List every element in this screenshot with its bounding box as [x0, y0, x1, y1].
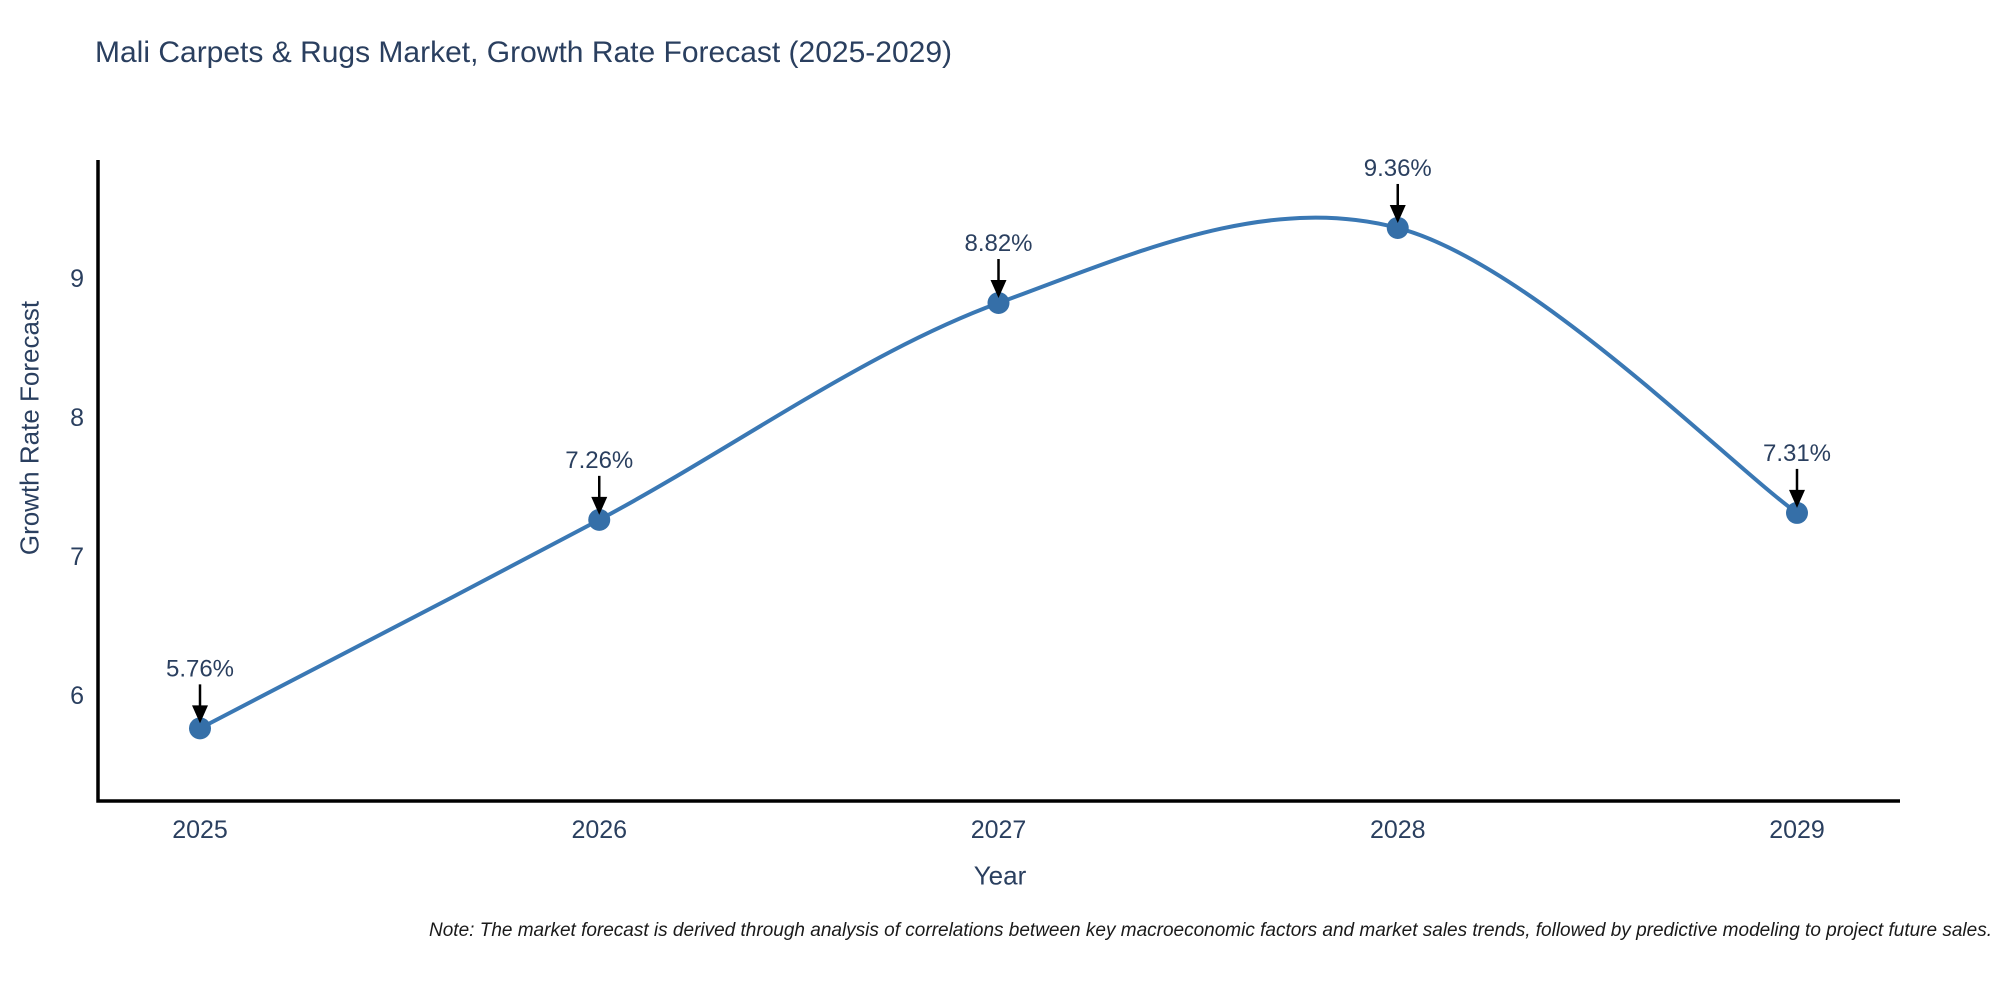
x-axis-title: Year — [973, 860, 1027, 891]
x-tick-label: 2029 — [1769, 816, 1825, 844]
data-point-marker[interactable] — [1786, 501, 1808, 524]
data-point-marker[interactable] — [189, 717, 211, 740]
annotation-arrowhead-icon — [192, 705, 208, 724]
data-point-label: 9.36% — [1364, 155, 1432, 182]
x-tick-label: 2027 — [971, 816, 1027, 844]
annotation-arrowhead-icon — [591, 496, 608, 515]
footnote: Note: The market forecast is derived thr… — [429, 920, 1992, 941]
data-point-label: 7.31% — [1763, 440, 1831, 467]
data-point-marker[interactable] — [987, 292, 1010, 315]
y-axis-title: Growth Rate Forecast — [14, 300, 45, 556]
y-tick-label: 7 — [70, 543, 84, 571]
x-tick-label: 2025 — [172, 816, 228, 844]
chart-title: Mali Carpets & Rugs Market, Growth Rate … — [95, 36, 953, 69]
y-tick-label: 9 — [70, 265, 84, 293]
annotation-arrowhead-icon — [1789, 489, 1805, 508]
data-point-marker[interactable] — [1386, 216, 1409, 239]
x-tick-label: 2026 — [571, 816, 627, 844]
data-point-label: 7.26% — [565, 447, 633, 474]
x-tick-label: 2028 — [1370, 816, 1426, 844]
data-point-label: 5.76% — [166, 655, 234, 682]
y-tick-label: 8 — [70, 404, 84, 432]
y-tick-label: 6 — [70, 682, 84, 710]
annotation-arrowhead-icon — [1389, 204, 1406, 223]
axis-lines — [96, 160, 1900, 803]
data-point-label: 8.82% — [964, 230, 1032, 257]
annotation-arrowhead-icon — [990, 280, 1007, 299]
data-point-marker[interactable] — [588, 508, 611, 531]
